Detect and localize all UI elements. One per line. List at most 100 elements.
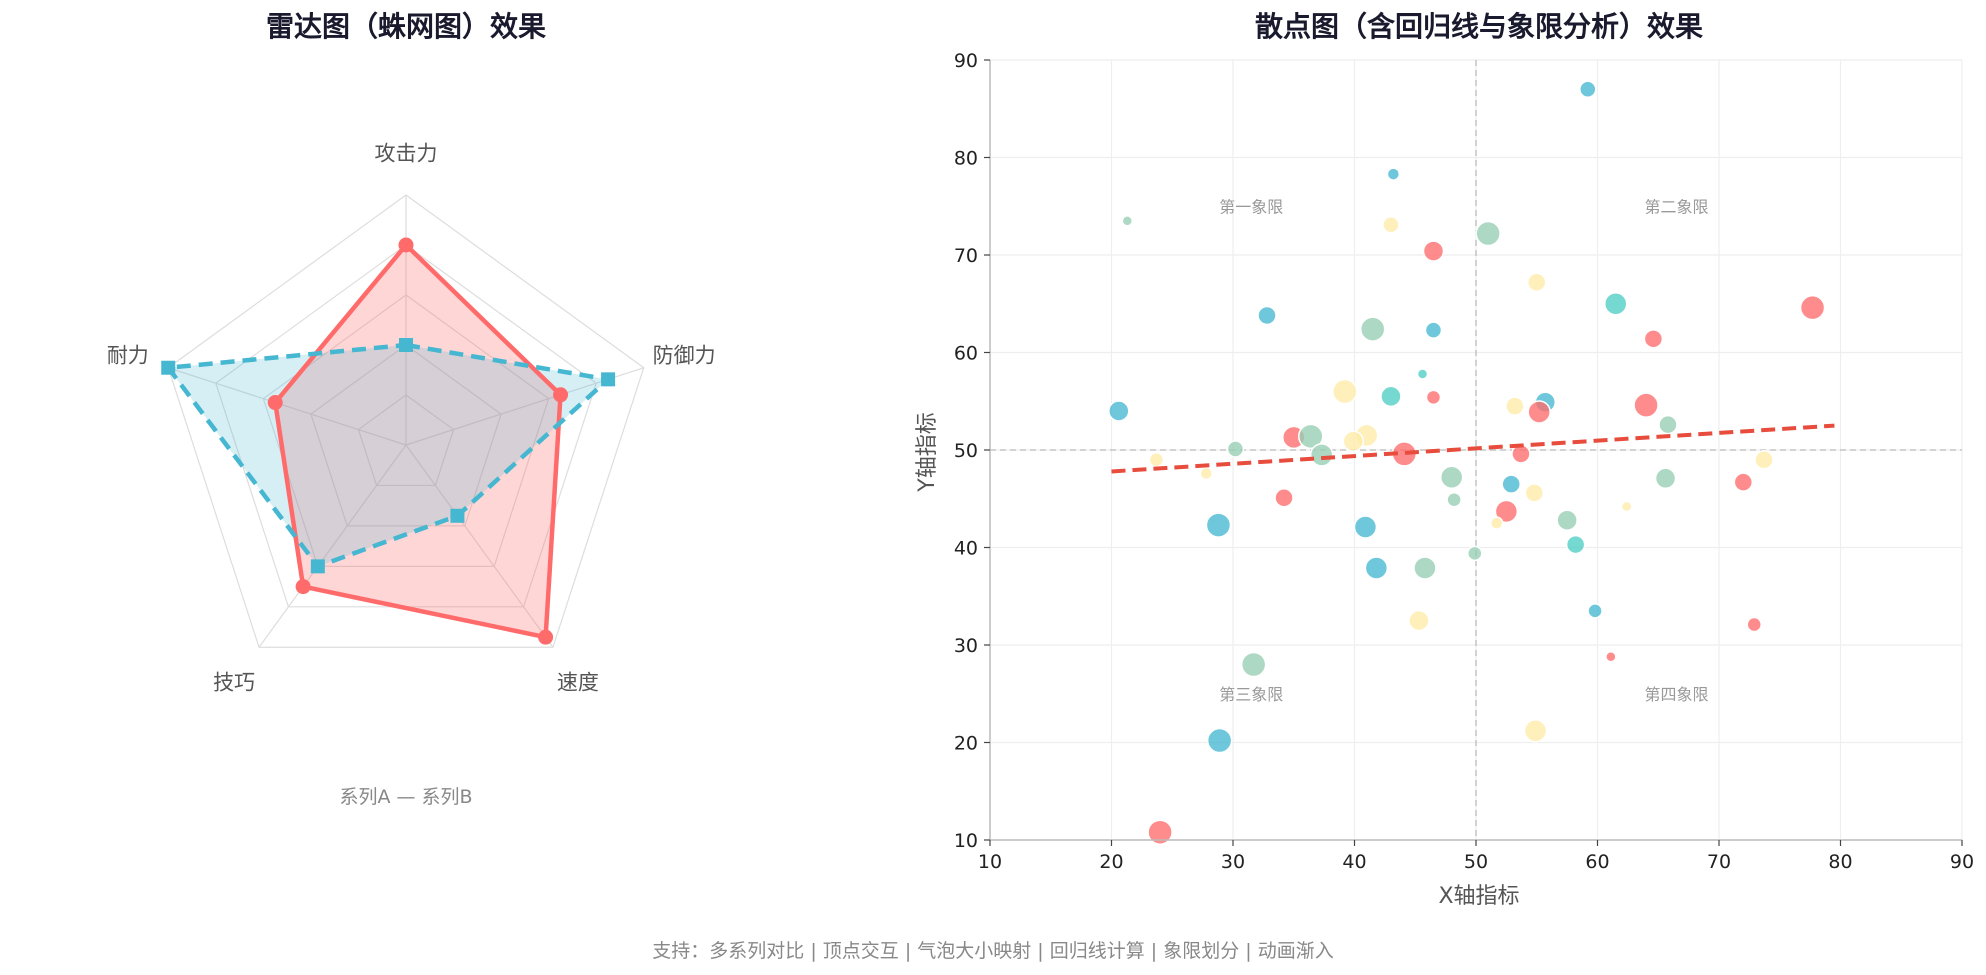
scatter-point[interactable]: [1579, 80, 1597, 98]
scatter-point[interactable]: [1633, 392, 1659, 418]
x-tick-label: 20: [1099, 851, 1123, 873]
footer-caption: 支持：多系列对比 | 顶点交互 | 气泡大小映射 | 回归线计算 | 象限划分 …: [652, 940, 1333, 962]
radar-vertex-marker[interactable]: [267, 395, 283, 411]
scatter-point[interactable]: [1489, 516, 1504, 530]
scatter-point[interactable]: [1527, 400, 1551, 424]
scatter-point[interactable]: [1425, 389, 1442, 406]
scatter-point[interactable]: [1754, 450, 1774, 470]
scatter-point[interactable]: [1108, 400, 1130, 422]
scatter-point[interactable]: [1527, 272, 1547, 293]
scatter-point[interactable]: [1733, 472, 1754, 492]
scatter-point[interactable]: [1620, 500, 1633, 513]
y-tick-label: 20: [954, 733, 978, 755]
scatter-x-ticks: 10 20 30 40 50 60 70 80 90: [978, 840, 1974, 873]
radar-spoke: [405, 444, 554, 648]
scatter-point[interactable]: [1206, 727, 1233, 754]
scatter-point[interactable]: [1643, 329, 1664, 349]
scatter-point[interactable]: [1565, 534, 1586, 555]
scatter-point[interactable]: [1257, 305, 1277, 326]
radar-vertex-marker[interactable]: [310, 559, 325, 574]
scatter-y-ticks: 10 20 30 40 50 60 70 80 90: [954, 50, 990, 852]
scatter-point[interactable]: [1380, 385, 1402, 408]
radar-axis-label: 攻击力: [375, 142, 438, 166]
scatter-point[interactable]: [1746, 616, 1762, 633]
scatter-point[interactable]: [1408, 609, 1430, 632]
scatter-point[interactable]: [1148, 452, 1165, 468]
scatter-point[interactable]: [1274, 488, 1294, 508]
scatter-point[interactable]: [1467, 545, 1483, 562]
y-axis-label: Y轴指标: [915, 412, 940, 492]
scatter-point[interactable]: [1422, 240, 1445, 262]
scatter-point[interactable]: [1799, 294, 1826, 321]
scatter-point[interactable]: [1603, 292, 1628, 316]
radar-series-line: [165, 342, 611, 569]
radar-axis-label: 防御力: [653, 344, 716, 368]
x-tick-label: 70: [1707, 851, 1731, 873]
scatter-point[interactable]: [1505, 396, 1525, 416]
y-tick-label: 60: [954, 343, 978, 365]
radar-vertex-marker[interactable]: [161, 360, 176, 375]
scatter-point[interactable]: [1226, 440, 1245, 458]
radar-axis-label: 耐力: [107, 344, 149, 368]
scatter-point[interactable]: [1147, 819, 1173, 845]
scatter-point[interactable]: [1605, 650, 1617, 663]
scatter-point[interactable]: [1386, 167, 1401, 181]
scatter-point[interactable]: [1359, 316, 1386, 342]
scatter-point[interactable]: [1298, 423, 1324, 450]
scatter-point[interactable]: [1199, 466, 1214, 481]
y-tick-label: 50: [954, 440, 978, 462]
scatter-point[interactable]: [1587, 603, 1603, 619]
x-axis-label: X轴指标: [1438, 884, 1519, 909]
x-tick-label: 50: [1464, 851, 1488, 873]
y-tick-label: 70: [954, 245, 978, 267]
scatter-point[interactable]: [1416, 368, 1429, 380]
scatter-point[interactable]: [1494, 499, 1519, 524]
scatter-point[interactable]: [1205, 512, 1232, 538]
scatter-point[interactable]: [1382, 216, 1400, 234]
quadrant-label: 第二象限: [1644, 197, 1708, 216]
x-tick-label: 60: [1585, 851, 1609, 873]
x-tick-label: 40: [1342, 851, 1366, 873]
scatter-point[interactable]: [1121, 215, 1134, 227]
y-tick-label: 80: [954, 148, 978, 170]
y-tick-label: 10: [954, 830, 978, 852]
radar-vertex-marker[interactable]: [398, 237, 414, 253]
scatter-point[interactable]: [1332, 378, 1358, 405]
radar-vertex-marker[interactable]: [450, 508, 465, 523]
scatter-point[interactable]: [1309, 443, 1334, 467]
radar-ring: [262, 294, 550, 567]
radar-ring: [357, 394, 455, 487]
radar-ring: [167, 194, 645, 648]
scatter-point[interactable]: [1439, 465, 1464, 490]
radar-vertex-marker[interactable]: [399, 338, 413, 352]
scatter-point[interactable]: [1413, 556, 1437, 580]
scatter-point[interactable]: [1446, 491, 1462, 508]
radar-vertex-marker[interactable]: [553, 387, 569, 403]
radar-spoke: [258, 444, 407, 648]
scatter-point[interactable]: [1501, 474, 1521, 494]
scatter-point[interactable]: [1475, 220, 1501, 247]
scatter-point[interactable]: [1523, 719, 1548, 743]
radar-ring: [310, 344, 502, 527]
scatter-point[interactable]: [1240, 651, 1267, 678]
radar-vertex-marker[interactable]: [295, 579, 311, 595]
scatter-point[interactable]: [1524, 483, 1545, 503]
scatter-point[interactable]: [1658, 414, 1678, 435]
radar-series-line: [272, 242, 563, 640]
radar-vertex-marker[interactable]: [601, 372, 616, 387]
radar-grid: [167, 194, 645, 648]
radar-vertex-marker[interactable]: [538, 629, 554, 645]
scatter-point[interactable]: [1364, 556, 1389, 580]
quadrant-label: 第三象限: [1219, 685, 1283, 704]
scatter-point[interactable]: [1424, 321, 1443, 339]
scatter-point[interactable]: [1342, 430, 1365, 452]
y-tick-label: 30: [954, 635, 978, 657]
scatter-point[interactable]: [1556, 509, 1578, 531]
scatter-title: 散点图（含回归线与象限分析）效果: [1255, 10, 1703, 43]
scatter-point[interactable]: [1353, 515, 1378, 539]
scatter-point[interactable]: [1654, 467, 1677, 490]
radar-spoke: [168, 367, 407, 446]
